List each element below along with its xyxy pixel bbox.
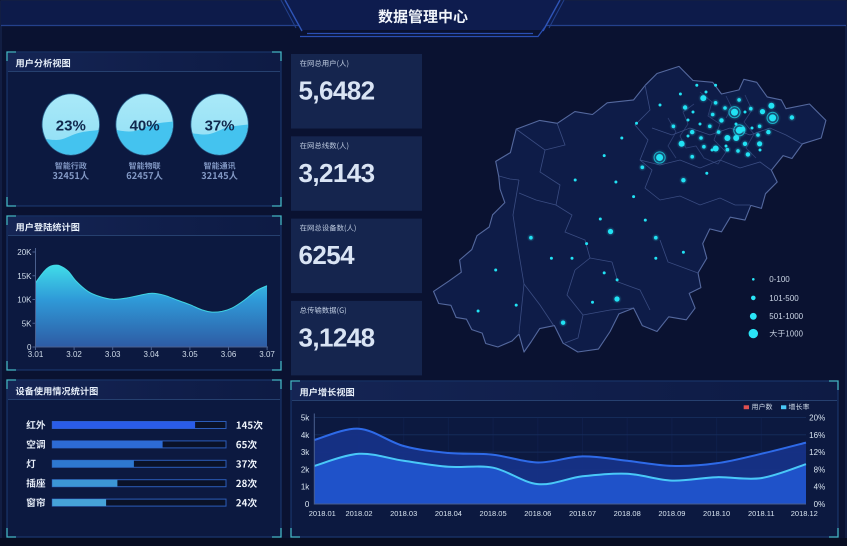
svg-text:5K: 5K <box>22 319 32 328</box>
svg-text:20K: 20K <box>17 248 32 257</box>
svg-text:3,1248: 3,1248 <box>299 322 375 352</box>
svg-text:2k: 2k <box>301 465 310 474</box>
svg-text:2018.08: 2018.08 <box>614 509 641 518</box>
svg-text:4k: 4k <box>301 431 310 440</box>
svg-text:2018.04: 2018.04 <box>435 509 462 518</box>
svg-text:0%: 0% <box>814 500 826 509</box>
svg-text:3,2143: 3,2143 <box>299 158 375 188</box>
svg-text:3.01: 3.01 <box>28 350 44 359</box>
svg-text:4%: 4% <box>814 483 826 492</box>
svg-text:8%: 8% <box>814 465 826 474</box>
svg-text:0: 0 <box>27 343 32 352</box>
svg-text:101-500: 101-500 <box>769 294 799 303</box>
svg-text:40%: 40% <box>130 118 160 135</box>
svg-text:2018.10: 2018.10 <box>703 509 730 518</box>
svg-text:1k: 1k <box>301 483 310 492</box>
svg-text:2018.11: 2018.11 <box>748 509 775 518</box>
svg-text:2018.07: 2018.07 <box>569 509 596 518</box>
svg-text:37%: 37% <box>205 118 235 135</box>
svg-text:5,6482: 5,6482 <box>299 76 375 106</box>
svg-text:6254: 6254 <box>299 240 356 270</box>
svg-text:5k: 5k <box>301 414 310 423</box>
svg-text:0-100: 0-100 <box>769 275 790 284</box>
svg-text:3.04: 3.04 <box>144 350 160 359</box>
svg-text:3.06: 3.06 <box>221 350 237 359</box>
svg-text:23%: 23% <box>56 118 86 135</box>
svg-text:2018.12: 2018.12 <box>791 509 818 518</box>
svg-text:3.03: 3.03 <box>105 350 121 359</box>
svg-text:3.05: 3.05 <box>182 350 198 359</box>
svg-text:2018.09: 2018.09 <box>658 509 685 518</box>
svg-text:15K: 15K <box>17 272 32 281</box>
svg-text:2018.01: 2018.01 <box>309 509 336 518</box>
svg-text:2018.02: 2018.02 <box>345 509 372 518</box>
svg-text:3.02: 3.02 <box>66 350 82 359</box>
svg-text:2018.06: 2018.06 <box>524 509 551 518</box>
svg-text:12%: 12% <box>809 448 825 457</box>
svg-text:10K: 10K <box>17 296 32 305</box>
svg-text:3.07: 3.07 <box>259 350 275 359</box>
svg-text:20%: 20% <box>809 414 825 423</box>
svg-text:2018.05: 2018.05 <box>480 509 507 518</box>
svg-text:501-1000: 501-1000 <box>769 312 803 321</box>
svg-text:3k: 3k <box>301 448 310 457</box>
svg-text:0: 0 <box>305 500 310 509</box>
svg-text:16%: 16% <box>809 431 825 440</box>
svg-text:2018.03: 2018.03 <box>390 509 417 518</box>
